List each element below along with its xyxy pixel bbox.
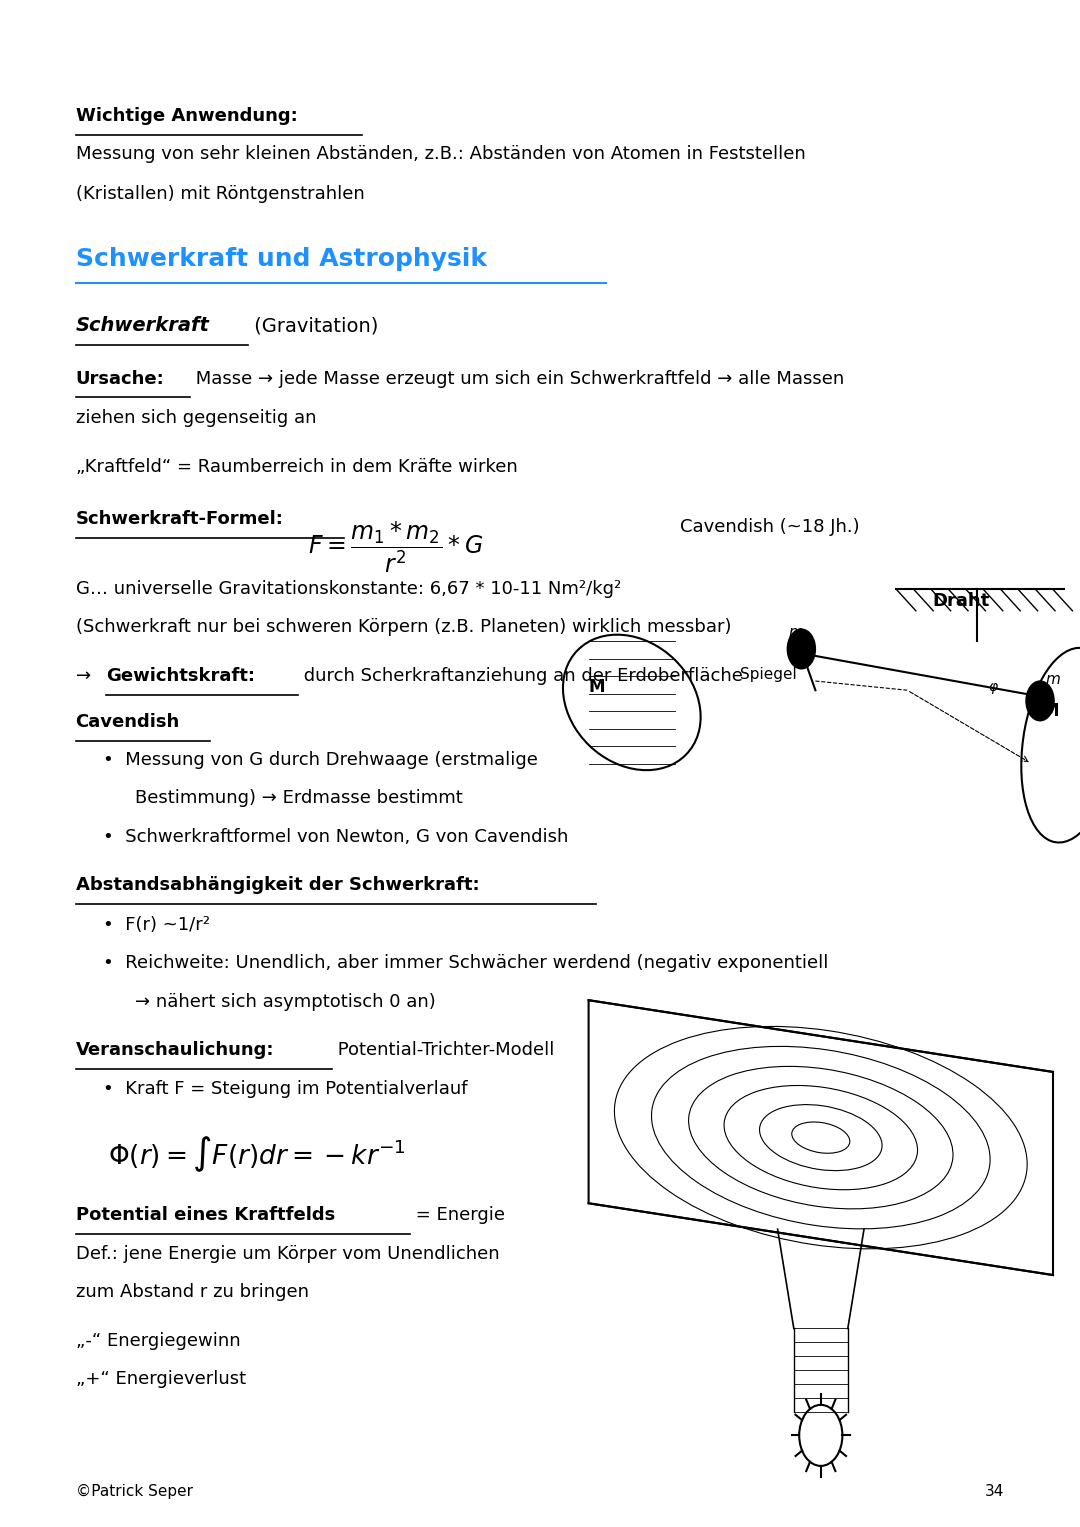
Circle shape — [1026, 681, 1054, 721]
Text: Schwerkraft-Formel:: Schwerkraft-Formel: — [76, 510, 283, 528]
Text: •  Messung von G durch Drehwaage (erstmalige: • Messung von G durch Drehwaage (erstmal… — [103, 751, 538, 770]
Text: Draht: Draht — [932, 592, 989, 611]
Text: Potential eines Kraftfelds: Potential eines Kraftfelds — [76, 1206, 335, 1225]
Text: Messung von sehr kleinen Abständen, z.B.: Abständen von Atomen in Feststellen: Messung von sehr kleinen Abständen, z.B.… — [76, 145, 806, 163]
Text: (Gravitation): (Gravitation) — [248, 316, 379, 334]
Text: M: M — [1042, 702, 1058, 721]
Text: Bestimmung) → Erdmasse bestimmt: Bestimmung) → Erdmasse bestimmt — [135, 789, 462, 808]
Text: „Kraftfeld“ = Raumberreich in dem Kräfte wirken: „Kraftfeld“ = Raumberreich in dem Kräfte… — [76, 458, 517, 476]
Text: •  F(r) ~1/r²: • F(r) ~1/r² — [103, 916, 210, 935]
Text: Veranschaulichung:: Veranschaulichung: — [76, 1041, 274, 1060]
Text: → nähert sich asymptotisch 0 an): → nähert sich asymptotisch 0 an) — [135, 993, 435, 1011]
Text: (Schwerkraft nur bei schweren Körpern (z.B. Planeten) wirklich messbar): (Schwerkraft nur bei schweren Körpern (z… — [76, 618, 731, 637]
Text: ziehen sich gegenseitig an: ziehen sich gegenseitig an — [76, 409, 316, 428]
Text: Masse → jede Masse erzeugt um sich ein Schwerkraftfeld → alle Massen: Masse → jede Masse erzeugt um sich ein S… — [190, 370, 845, 388]
Text: Schwerkraft und Astrophysik: Schwerkraft und Astrophysik — [76, 247, 487, 272]
Text: φ: φ — [988, 680, 997, 693]
Text: •  Schwerkraftformel von Newton, G von Cavendish: • Schwerkraftformel von Newton, G von Ca… — [103, 828, 568, 846]
Text: durch Scherkraftanziehung an der Erdoberfläche: durch Scherkraftanziehung an der Erdober… — [298, 667, 743, 686]
Text: m: m — [788, 625, 804, 640]
Text: „+“ Energieverlust: „+“ Energieverlust — [76, 1370, 246, 1388]
Text: = Energie: = Energie — [410, 1206, 505, 1225]
Circle shape — [787, 629, 815, 669]
Text: 34: 34 — [985, 1484, 1004, 1500]
Text: m: m — [1045, 672, 1061, 687]
Text: •  Reichweite: Unendlich, aber immer Schwächer werdend (negativ exponentiell: • Reichweite: Unendlich, aber immer Schw… — [103, 954, 828, 973]
Text: Wichtige Anwendung:: Wichtige Anwendung: — [76, 107, 297, 125]
Text: Ursache:: Ursache: — [76, 370, 164, 388]
Text: Cavendish: Cavendish — [76, 713, 180, 731]
Text: Gewichtskraft:: Gewichtskraft: — [106, 667, 255, 686]
Text: $\Phi(r) = \int F(r)dr = -kr^{-1}$: $\Phi(r) = \int F(r)dr = -kr^{-1}$ — [108, 1135, 406, 1174]
Text: Def.: jene Energie um Körper vom Unendlichen: Def.: jene Energie um Körper vom Unendli… — [76, 1245, 499, 1263]
Text: →: → — [76, 667, 96, 686]
Text: zum Abstand r zu bringen: zum Abstand r zu bringen — [76, 1283, 309, 1301]
Text: „-“ Energiegewinn: „-“ Energiegewinn — [76, 1332, 240, 1350]
Text: Cavendish (~18 Jh.): Cavendish (~18 Jh.) — [680, 518, 860, 536]
Text: Schwerkraft: Schwerkraft — [76, 316, 210, 334]
Text: M: M — [589, 678, 605, 696]
Text: ©Patrick Seper: ©Patrick Seper — [76, 1484, 192, 1500]
Text: G… universelle Gravitationskonstante: 6,67 * 10-11 Nm²/kg²: G… universelle Gravitationskonstante: 6,… — [76, 580, 621, 599]
Text: (Kristallen) mit Röntgenstrahlen: (Kristallen) mit Röntgenstrahlen — [76, 185, 364, 203]
Text: $F = \dfrac{m_1 * m_2}{r^2} * G$: $F = \dfrac{m_1 * m_2}{r^2} * G$ — [308, 519, 483, 576]
Text: Abstandsabhängigkeit der Schwerkraft:: Abstandsabhängigkeit der Schwerkraft: — [76, 876, 480, 895]
Text: Potential-Trichter-Modell: Potential-Trichter-Modell — [332, 1041, 554, 1060]
Text: Spiegel: Spiegel — [740, 667, 797, 683]
Text: •  Kraft F = Steigung im Potentialverlauf: • Kraft F = Steigung im Potentialverlauf — [103, 1080, 468, 1098]
